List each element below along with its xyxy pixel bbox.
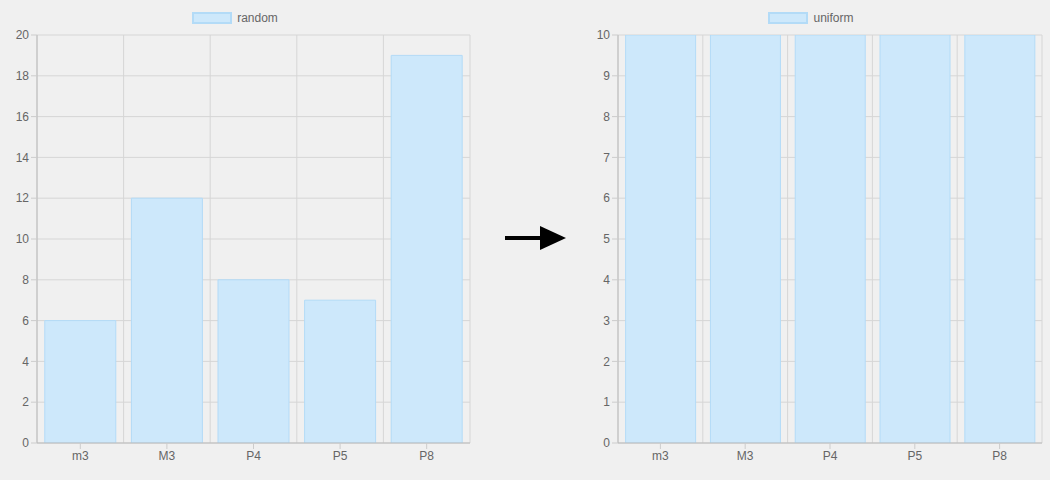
- svg-text:10: 10: [597, 28, 611, 42]
- svg-text:2: 2: [603, 355, 610, 369]
- svg-text:9: 9: [603, 69, 610, 83]
- svg-text:8: 8: [603, 110, 610, 124]
- svg-text:1: 1: [603, 395, 610, 409]
- svg-text:12: 12: [16, 191, 30, 205]
- svg-text:M3: M3: [159, 449, 176, 463]
- svg-text:3: 3: [603, 314, 610, 328]
- svg-text:2: 2: [22, 395, 29, 409]
- svg-text:P5: P5: [907, 449, 922, 463]
- svg-text:0: 0: [603, 436, 610, 450]
- svg-text:10: 10: [16, 232, 30, 246]
- svg-text:P5: P5: [333, 449, 348, 463]
- html-text:random: random: [237, 11, 278, 25]
- svg-text:4: 4: [22, 355, 29, 369]
- svg-text:14: 14: [16, 151, 30, 165]
- svg-text:18: 18: [16, 69, 30, 83]
- svg-text:P8: P8: [992, 449, 1007, 463]
- svg-text:5: 5: [603, 232, 610, 246]
- svg-text:m3: m3: [72, 449, 89, 463]
- svg-text:16: 16: [16, 110, 30, 124]
- svg-text:6: 6: [22, 314, 29, 328]
- svg-text:0: 0: [22, 436, 29, 450]
- svg-text:20: 20: [16, 28, 30, 42]
- svg-text:7: 7: [603, 151, 610, 165]
- svg-text:P8: P8: [419, 449, 434, 463]
- svg-text:m3: m3: [652, 449, 669, 463]
- svg-text:P4: P4: [823, 449, 838, 463]
- svg-text:6: 6: [603, 191, 610, 205]
- html-text:uniform: uniform: [813, 11, 854, 25]
- svg-text:P4: P4: [246, 449, 261, 463]
- svg-text:4: 4: [603, 273, 610, 287]
- svg-text:M3: M3: [737, 449, 754, 463]
- svg-text:8: 8: [22, 273, 29, 287]
